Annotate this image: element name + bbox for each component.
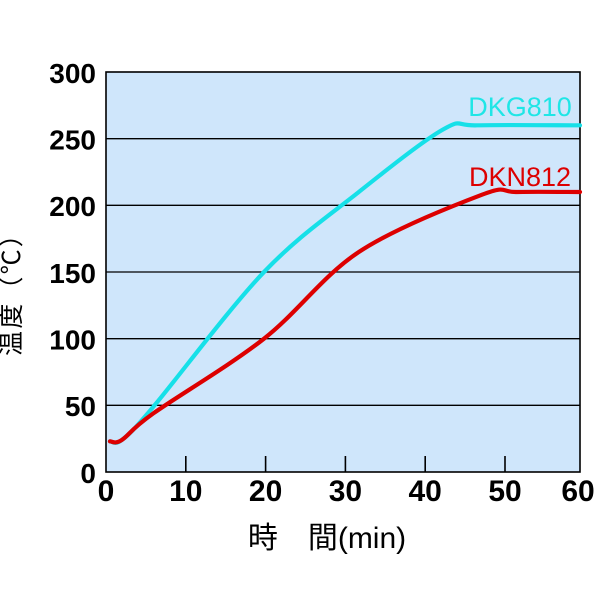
svg-text:30: 30 bbox=[329, 475, 362, 508]
svg-text:250: 250 bbox=[49, 125, 96, 156]
svg-text:0: 0 bbox=[80, 458, 96, 489]
svg-text:DKG810: DKG810 bbox=[468, 92, 572, 122]
svg-text:時 間(min): 時 間(min) bbox=[248, 522, 406, 555]
svg-text:60: 60 bbox=[561, 475, 594, 508]
svg-text:10: 10 bbox=[169, 475, 202, 508]
svg-text:200: 200 bbox=[49, 191, 96, 222]
svg-text:0: 0 bbox=[98, 475, 115, 508]
svg-text:100: 100 bbox=[49, 325, 96, 356]
svg-text:50: 50 bbox=[488, 475, 521, 508]
svg-text:温度（℃）: 温度（℃） bbox=[0, 220, 26, 356]
svg-text:40: 40 bbox=[409, 475, 442, 508]
svg-text:DKN812: DKN812 bbox=[469, 162, 571, 192]
svg-text:20: 20 bbox=[249, 475, 282, 508]
svg-text:150: 150 bbox=[49, 258, 96, 289]
svg-text:300: 300 bbox=[49, 58, 96, 89]
svg-text:50: 50 bbox=[65, 391, 96, 422]
